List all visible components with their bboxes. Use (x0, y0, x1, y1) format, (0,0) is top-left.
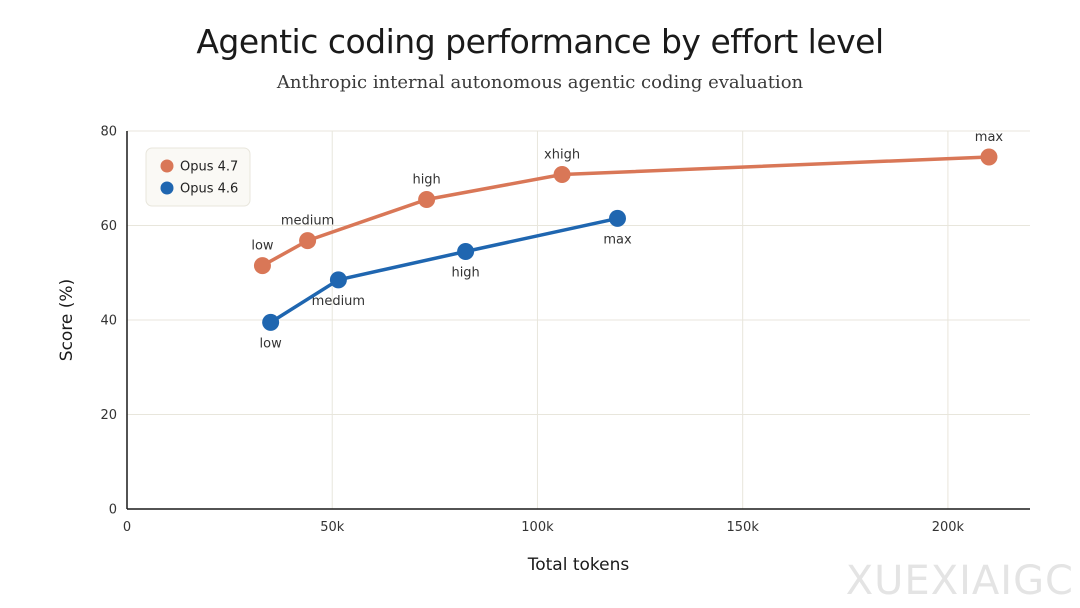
series-opus-4-7: low medium high xhigh max (251, 130, 1004, 275)
y-tick-label: 60 (100, 219, 117, 234)
data-point (457, 242, 475, 260)
axes (126, 131, 1030, 510)
y-tick-label: 80 (100, 125, 117, 140)
data-label: low (251, 239, 274, 254)
data-point (262, 313, 280, 331)
data-point (608, 209, 626, 227)
data-point (253, 257, 271, 275)
data-point (418, 191, 436, 209)
y-tick-label: 40 (100, 314, 117, 329)
data-label: medium (281, 214, 334, 229)
legend-label: Opus 4.7 (180, 160, 238, 175)
data-label: high (412, 173, 440, 188)
legend-marker (160, 159, 174, 173)
series-line (269, 216, 618, 324)
x-tick-label: 50k (320, 520, 345, 535)
data-label: high (451, 265, 479, 280)
x-tick-label: 0 (123, 520, 131, 535)
series-line (261, 155, 990, 268)
legend-box (145, 147, 251, 207)
data-label: low (260, 336, 283, 351)
legend-label: Opus 4.6 (180, 182, 238, 197)
data-point (329, 271, 347, 289)
y-tick-label: 20 (100, 408, 117, 423)
x-axis-title: Total tokens (527, 555, 630, 575)
chart-title: Agentic coding performance by effort lev… (196, 22, 884, 61)
series-opus-4-6: low medium high max (260, 209, 632, 351)
x-tick-label: 100k (521, 520, 554, 535)
legend: Opus 4.7 Opus 4.6 (145, 147, 251, 207)
y-axis-title: Score (%) (57, 279, 77, 361)
data-label: max (603, 232, 632, 247)
data-point (299, 232, 317, 250)
x-tick-label: 150k (727, 520, 760, 535)
data-label: xhigh (544, 147, 580, 162)
series-layer: low medium high xhigh max low medium high max (251, 130, 1003, 351)
chart-subtitle: Anthropic internal autonomous agentic co… (276, 72, 804, 93)
x-tick-label: 200k (932, 520, 965, 535)
data-point (980, 148, 998, 166)
grid-lines (127, 130, 1030, 509)
y-tick-label: 0 (109, 503, 117, 518)
data-label: medium (312, 294, 365, 309)
data-label: max (975, 130, 1004, 145)
legend-marker (160, 181, 174, 195)
tick-labels: 0 20 40 60 80 0 50k 100k 150k 200k (100, 125, 964, 536)
data-point (553, 165, 571, 183)
